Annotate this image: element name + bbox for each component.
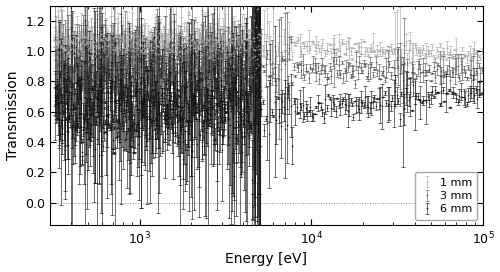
- X-axis label: Energy [eV]: Energy [eV]: [226, 252, 308, 267]
- Y-axis label: Transmission: Transmission: [6, 71, 20, 160]
- Legend: 1 mm, 3 mm, 6 mm: 1 mm, 3 mm, 6 mm: [415, 172, 478, 220]
